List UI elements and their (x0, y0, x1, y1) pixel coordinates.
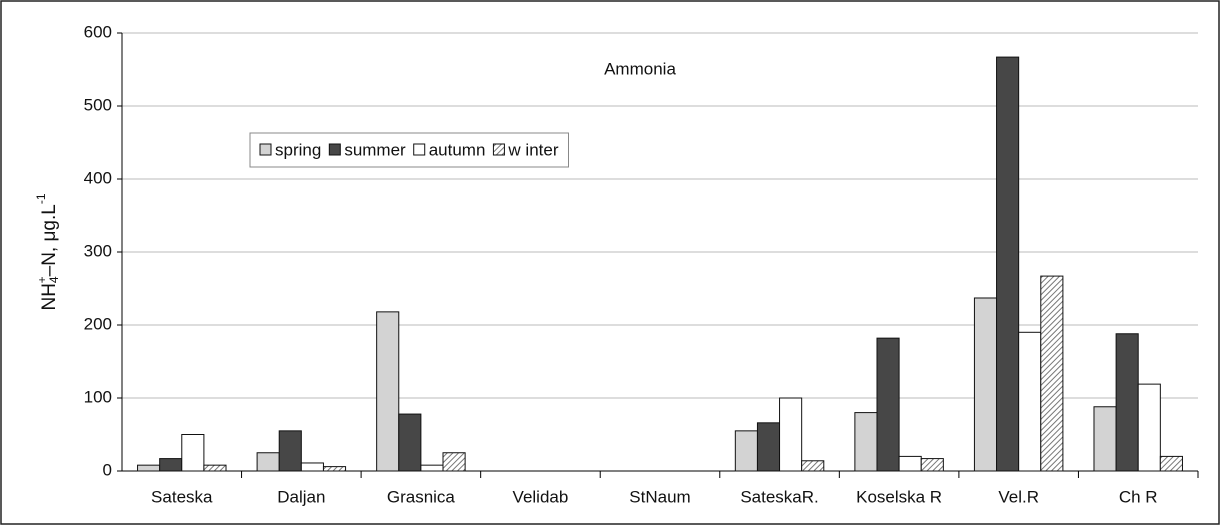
bar (996, 56, 1020, 472)
legend (249, 132, 569, 168)
x-tick-label: Sateska (151, 487, 213, 506)
bar (256, 452, 280, 472)
bar (734, 430, 758, 472)
legend-swatch (413, 143, 426, 156)
legend-label: spring (275, 140, 321, 159)
x-tick-label: SateskaR. (740, 487, 818, 506)
bar (442, 452, 466, 472)
legend-swatch (328, 143, 341, 156)
bar (801, 460, 825, 472)
bar (137, 464, 161, 472)
x-tick-label: Velidab (513, 487, 569, 506)
bar (1093, 406, 1117, 472)
bar (898, 455, 922, 472)
bar (159, 458, 183, 472)
bar (854, 412, 878, 472)
y-tick-label: 200 (84, 314, 112, 333)
y-label-part: 4 (47, 276, 61, 283)
y-tick-label: 0 (103, 460, 112, 479)
y-tick-label: 500 (84, 95, 112, 114)
bar (420, 464, 444, 472)
x-tick-label: StNaum (629, 487, 690, 506)
y-label-part: + (35, 276, 49, 283)
bar (1137, 383, 1161, 472)
bar (779, 397, 803, 472)
y-tick-label: 400 (84, 168, 112, 187)
bar (322, 466, 347, 472)
bar (1018, 331, 1042, 472)
y-label-part: –N, μg.L (39, 204, 60, 276)
bar (973, 297, 998, 472)
bar (278, 430, 302, 472)
y-tick-label: 600 (84, 22, 112, 41)
x-tick-label: Grasnica (387, 487, 456, 506)
bar (920, 458, 944, 472)
legend-swatch (492, 143, 505, 156)
legend-label: autumn (429, 140, 486, 159)
bar (203, 464, 227, 472)
bar (876, 337, 900, 472)
bar (398, 413, 422, 472)
x-tick-label: Ch R (1119, 487, 1158, 506)
legend-swatch (259, 143, 272, 156)
y-label-part: -1 (34, 193, 48, 204)
bar (181, 434, 205, 472)
bar (756, 422, 781, 472)
bar (1115, 333, 1139, 472)
chart-title: Ammonia (604, 59, 676, 78)
y-axis-label: NH4+–N, μg.L-1 (34, 193, 61, 310)
y-label-part: NH (39, 283, 60, 310)
legend-label: summer (344, 140, 406, 159)
bar (376, 311, 400, 472)
y-tick-label: 100 (84, 387, 112, 406)
x-tick-label: Daljan (277, 487, 325, 506)
bar (300, 462, 324, 472)
bar (1159, 455, 1183, 472)
x-tick-label: Vel.R (998, 487, 1039, 506)
legend-label: w inter (507, 140, 558, 159)
y-tick-label: 300 (84, 241, 112, 260)
bar (1040, 275, 1064, 472)
x-tick-label: Koselska R (856, 487, 942, 506)
